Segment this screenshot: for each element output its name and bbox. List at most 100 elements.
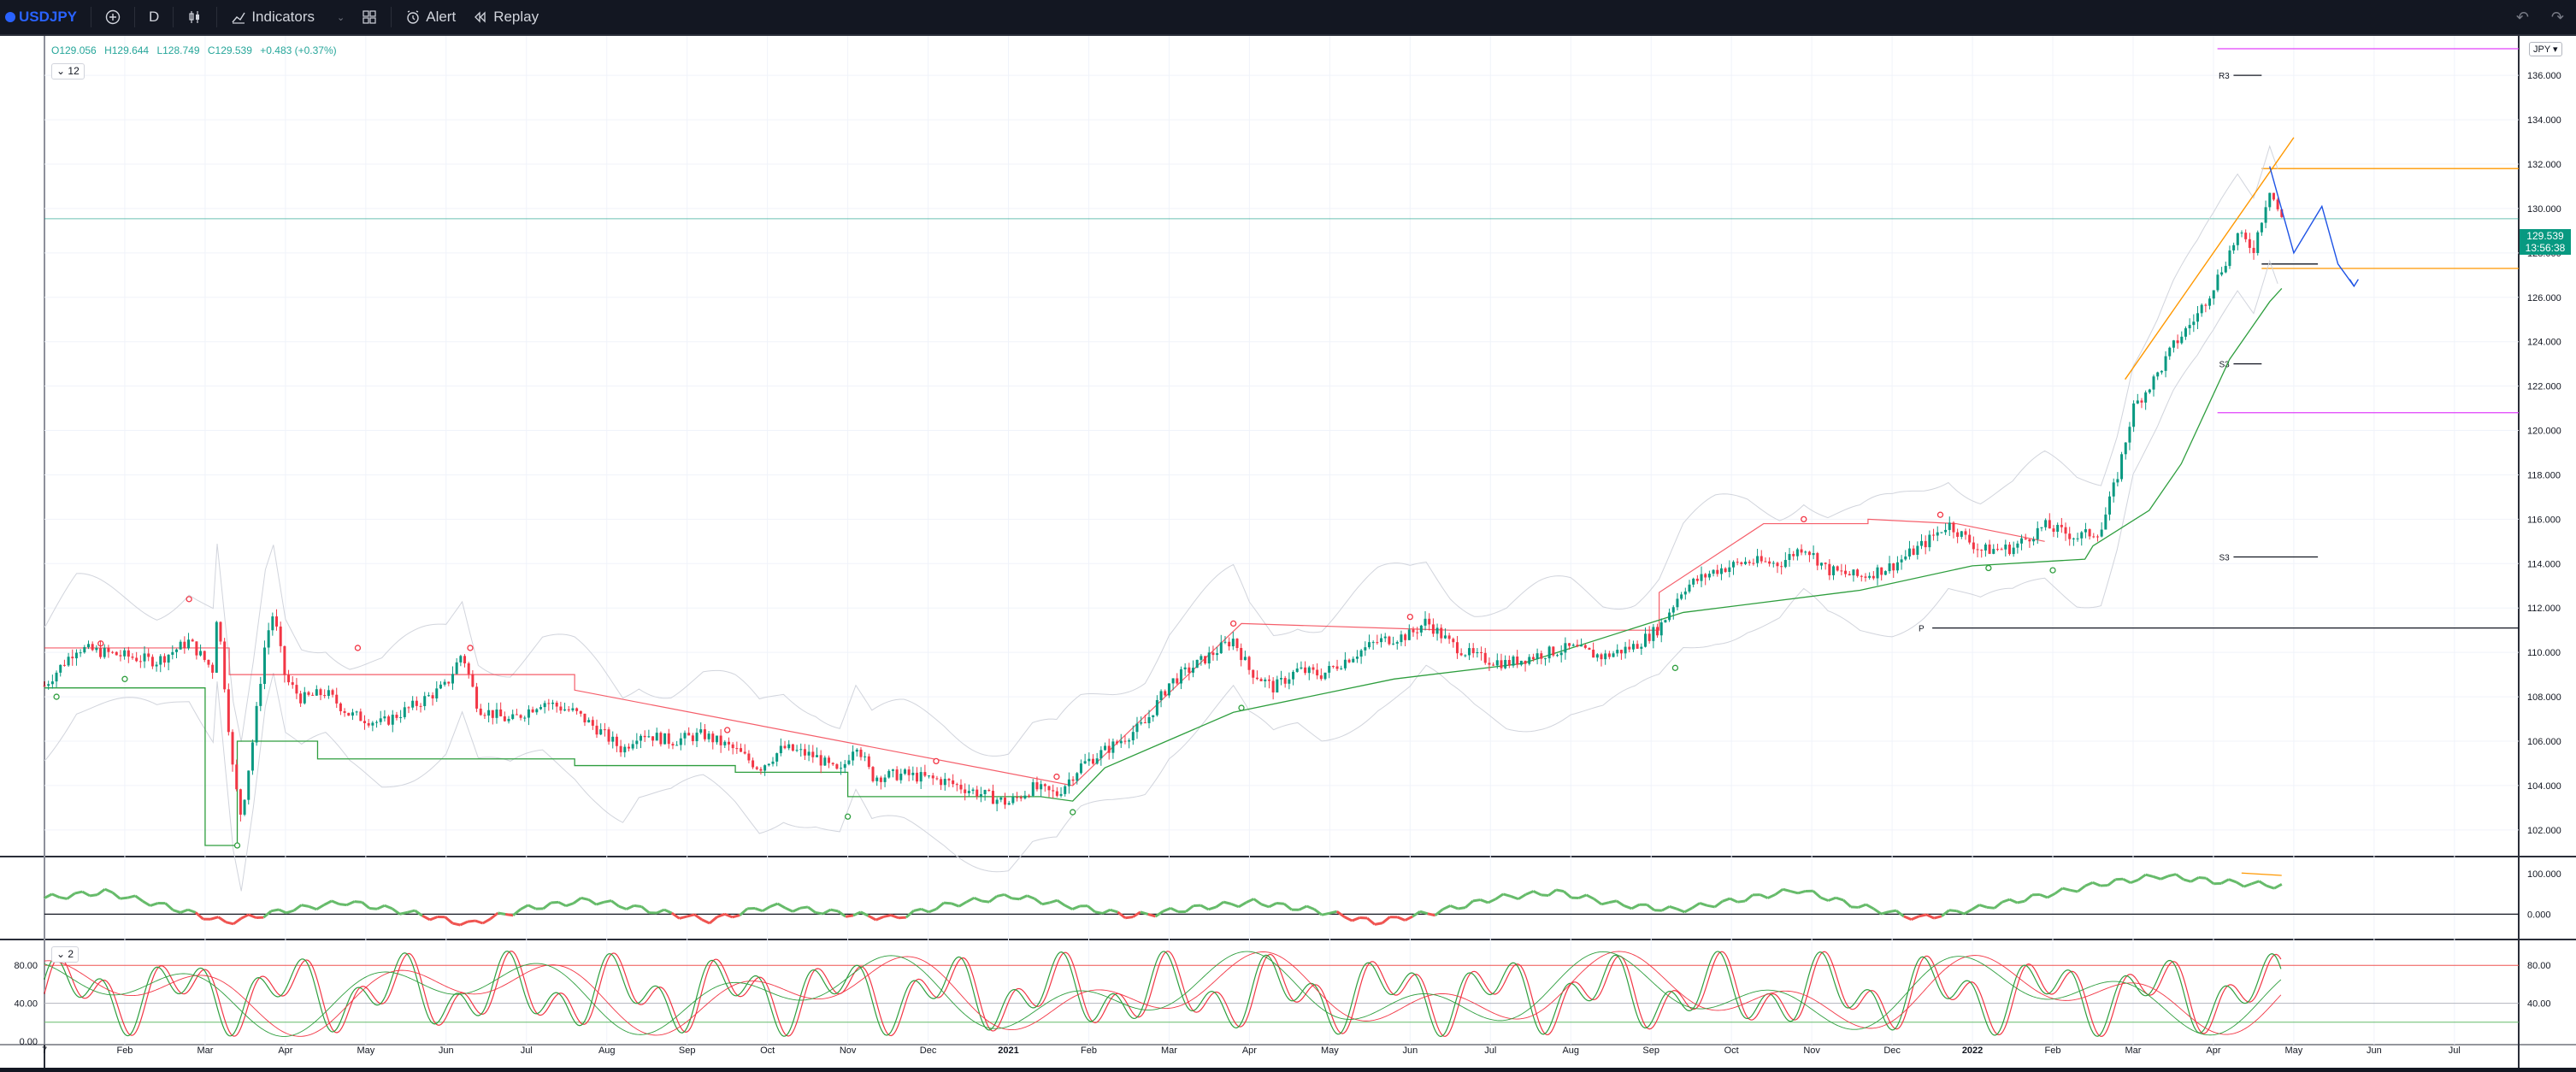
candle-body	[1944, 530, 1947, 533]
candle-body	[844, 764, 846, 768]
candle-body	[1123, 741, 1126, 742]
candle-body	[1828, 564, 1830, 575]
momentum-tick-label: 100.000	[2527, 869, 2561, 880]
support-dot	[2050, 568, 2055, 573]
redo-icon[interactable]: ↷	[2551, 9, 2564, 27]
collapse-oscillators-button[interactable]: ⌄ 2	[51, 946, 79, 963]
candle-body	[1860, 576, 1863, 577]
alert-button[interactable]: Alert	[397, 0, 464, 34]
y-tick-label: 130.000	[2527, 204, 2561, 215]
candle-body	[1968, 535, 1971, 543]
interval-button[interactable]: D	[140, 0, 168, 34]
momentum-line	[914, 909, 922, 910]
resistance-dot	[934, 758, 939, 763]
candle-body	[508, 719, 510, 722]
candle-body	[1880, 568, 1883, 575]
candle-body	[692, 735, 694, 741]
candle-body	[1936, 533, 1939, 536]
candle-body	[1216, 653, 1218, 655]
chart-type-button[interactable]	[179, 0, 211, 34]
candle-body	[999, 798, 1002, 799]
x-tick-label: Mar	[2125, 1045, 2142, 1056]
candle-body	[1648, 633, 1651, 641]
close-value: C129.539	[208, 44, 252, 56]
candle-body	[759, 769, 762, 771]
candle-body	[1916, 546, 1919, 555]
resistance-dot	[1231, 621, 1236, 626]
candle-body	[504, 716, 506, 722]
candle-body	[2140, 400, 2143, 402]
momentum-line	[1919, 915, 1926, 916]
candle-body	[1804, 551, 1807, 552]
candle-body	[1084, 761, 1087, 763]
candle-body	[651, 736, 654, 740]
candle-body	[2208, 298, 2211, 305]
candle-body	[1004, 798, 1006, 804]
candle-body	[1204, 656, 1206, 663]
candle-body	[1356, 657, 1359, 659]
y-tick-label: 114.000	[2527, 559, 2561, 569]
candle-body	[1884, 571, 1887, 574]
candle-body	[2204, 305, 2207, 306]
candle-body	[2020, 539, 2023, 544]
chevron-down-icon[interactable]: ⌄	[337, 12, 345, 23]
alarm-clock-icon	[405, 9, 421, 25]
candle-body	[1872, 576, 1875, 579]
candle-body	[256, 706, 258, 743]
last-price-badge: 129.539 13:56:38	[2520, 229, 2571, 255]
collapse-indicators-button[interactable]: ⌄ 12	[51, 63, 85, 80]
support-dot	[846, 814, 851, 819]
candle-body	[704, 729, 706, 739]
candle-body	[680, 739, 682, 745]
symbol-button[interactable]: USDJPY	[0, 0, 85, 34]
candle-body	[2237, 233, 2239, 245]
candle-body	[1752, 563, 1754, 564]
candle-body	[968, 791, 970, 793]
candle-body	[1636, 644, 1639, 649]
candle-body	[1908, 549, 1911, 557]
currency-selector[interactable]: JPY ▾	[2529, 42, 2562, 56]
undo-icon[interactable]: ↶	[2516, 9, 2529, 27]
candle-body	[1696, 579, 1699, 581]
indicators-button[interactable]: Indicators ⌄	[222, 0, 353, 34]
candle-body	[811, 751, 814, 757]
templates-button[interactable]	[353, 0, 386, 34]
x-tick-label: Dec	[920, 1045, 937, 1056]
candle-body	[1708, 574, 1711, 577]
candle-body	[2016, 544, 2019, 548]
bar-countdown: 13:56:38	[2520, 242, 2571, 254]
momentum-line	[339, 904, 347, 905]
support-dot	[1239, 705, 1244, 710]
candle-body	[56, 673, 58, 681]
candle-body	[411, 701, 414, 708]
candle-body	[1764, 562, 1766, 563]
candle-body	[808, 751, 811, 755]
candle-body	[784, 745, 787, 748]
momentum-line	[452, 923, 460, 925]
candle-body	[711, 733, 714, 742]
candle-body	[1816, 553, 1819, 566]
candle-body	[1400, 634, 1402, 642]
candle-body	[447, 682, 450, 684]
candle-body	[1736, 562, 1739, 563]
candle-body	[1272, 680, 1275, 692]
candle-body	[1913, 549, 1915, 555]
candle-body	[499, 710, 502, 716]
compare-button[interactable]	[97, 0, 129, 34]
candle-body	[1548, 646, 1551, 658]
candle-body	[1348, 660, 1351, 663]
alert-label: Alert	[426, 9, 456, 26]
candle-body	[135, 658, 138, 662]
candle-body	[1588, 648, 1590, 650]
candle-body	[747, 753, 750, 760]
candle-body	[1444, 635, 1447, 638]
x-tick-label: Jul	[521, 1045, 533, 1056]
candle-body	[1460, 653, 1463, 655]
candle-body	[732, 745, 734, 748]
replay-button[interactable]: Replay	[464, 0, 547, 34]
candle-body	[1096, 758, 1099, 763]
candle-body	[444, 682, 446, 685]
candle-body	[1877, 568, 1879, 579]
